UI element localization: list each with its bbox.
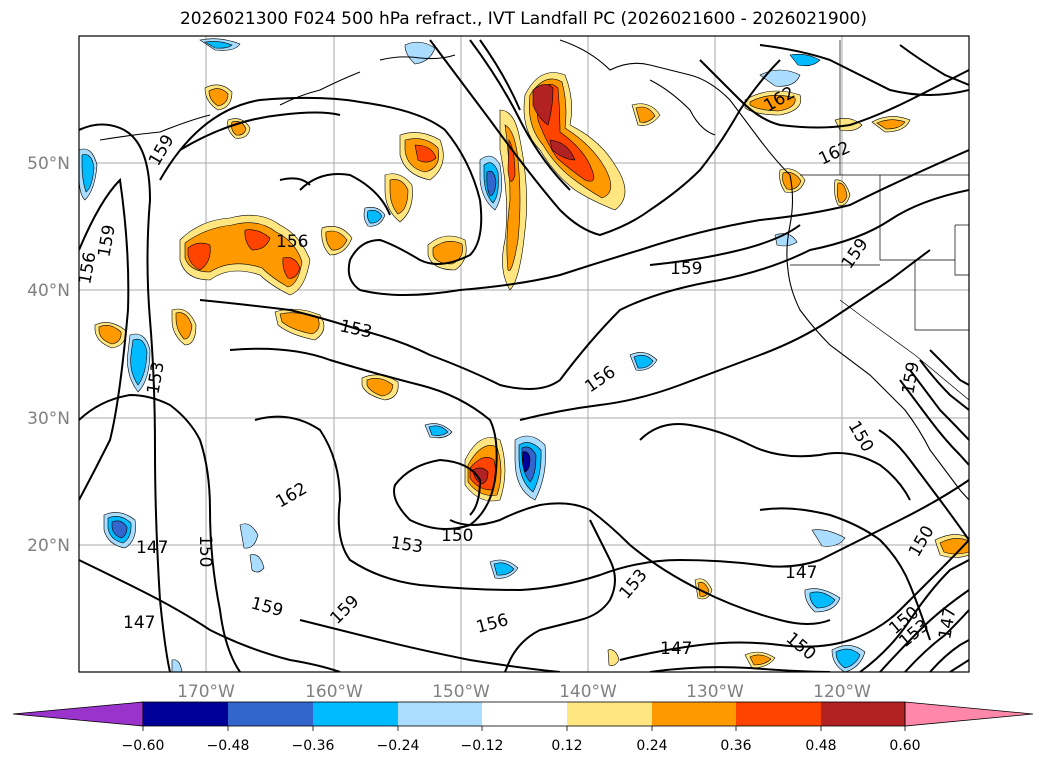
lon-label: 170°W: [177, 682, 235, 702]
lat-label: 50°N: [27, 154, 70, 174]
contour-label: 150: [441, 526, 473, 546]
lon-label: 160°W: [305, 682, 363, 702]
colorbar-tick-label: −0.48: [207, 738, 250, 754]
lon-label: 120°W: [813, 682, 871, 702]
colorbar-tick-label: −0.24: [377, 738, 420, 754]
contour-label: 147: [660, 639, 692, 659]
colorbar-tick-label: 0.36: [720, 738, 751, 754]
lat-label: 40°N: [27, 281, 70, 301]
colorbar-extend-high: [904, 701, 1034, 727]
colorbar-tick-label: 0.48: [805, 738, 836, 754]
lon-label: 150°W: [432, 682, 490, 702]
ivt-anomaly-shading: [79, 38, 969, 672]
lon-label: 140°W: [559, 682, 617, 702]
colorbar-bin: [821, 702, 905, 726]
colorbar-bin: [736, 702, 821, 726]
contour-label: 156: [276, 232, 308, 252]
colorbar-bin: [652, 702, 736, 726]
colorbar-tick-label: 0.12: [551, 738, 582, 754]
lon-label: 130°W: [686, 682, 744, 702]
colorbar-extend-low: [12, 701, 144, 727]
colorbar-bin: [482, 702, 567, 726]
colorbar-bin: [228, 702, 313, 726]
map-panel: [79, 36, 969, 672]
latitude-labels: 50°N 40°N 30°N 20°N: [27, 154, 70, 556]
refractivity-contours: [79, 39, 969, 672]
coastlines: [99, 39, 969, 501]
colorbar-tick-label: 0.24: [636, 738, 667, 754]
map-title: 2026021300 F024 500 hPa refract., IVT La…: [179, 9, 867, 29]
contour-label: 153: [389, 533, 424, 557]
colorbar-tick-label: −0.36: [292, 738, 335, 754]
map-frame: [78, 35, 970, 673]
contour-label: 159: [670, 259, 702, 279]
longitude-labels: 170°W 160°W 150°W 140°W 130°W 120°W: [177, 682, 871, 702]
contour-label: 150: [195, 535, 215, 567]
colorbar-bin: [143, 702, 228, 726]
colorbar-bin: [313, 702, 398, 726]
contour-label: 147: [123, 613, 155, 633]
colorbar-outline: [142, 701, 906, 727]
colorbar-bin: [567, 702, 652, 726]
lat-label: 20°N: [27, 536, 70, 556]
colorbar-tick-label: 0.60: [889, 738, 920, 754]
colorbar: −0.60 −0.48 −0.36 −0.24 −0.12 0.12 0.24 …: [12, 701, 1034, 754]
colorbar-tick-label: −0.60: [122, 738, 165, 754]
colorbar-bin: [398, 702, 482, 726]
lat-label: 30°N: [27, 409, 70, 429]
contour-label: 147: [136, 538, 168, 558]
colorbar-tick-label: −0.12: [461, 738, 504, 754]
contour-label: 147: [785, 563, 817, 583]
